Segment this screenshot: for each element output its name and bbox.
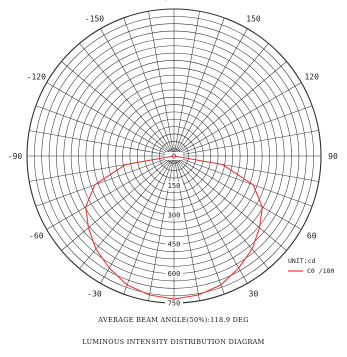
grid-spoke: [173, 155, 287, 251]
grid-spoke: [173, 11, 200, 157]
grid-spoke: [173, 61, 287, 157]
grid-spoke: [173, 155, 248, 284]
grid-spoke: [173, 155, 313, 207]
grid-spoke: [123, 17, 175, 157]
beam-angle-caption: AVERAGE BEAM ANGLE(50%):118.9 DEG: [98, 316, 249, 324]
legend: UNIT:cd C0 /180: [288, 257, 334, 275]
angle-tick-label: 150: [246, 14, 261, 23]
grid-spoke: [46, 155, 175, 230]
grid-spoke: [46, 82, 175, 157]
radial-tick-label: 150: [168, 182, 181, 190]
angle-tick-label: -60: [29, 232, 44, 241]
grid-spoke: [173, 155, 200, 301]
grid-spoke: [173, 28, 248, 157]
angle-tick-label: -30: [87, 290, 102, 299]
angle-tick-label: -150: [85, 14, 104, 23]
grid-spoke: [61, 61, 175, 157]
grid-spoke: [79, 43, 175, 157]
ring-label-bg: [165, 299, 183, 307]
grid-spoke: [173, 82, 302, 157]
grid-spoke: [173, 17, 225, 157]
angle-labels: -/+180 150 120 90 60 30 -30 -60 -90 -120 -150: [8, 0, 338, 299]
legend-series-name: C0 /180: [307, 267, 334, 275]
angle-tick-label: -/+180: [160, 0, 189, 2]
angle-tick-label: 30: [249, 290, 259, 299]
legend-unit-label: UNIT:cd: [288, 257, 315, 265]
angle-tick-label: -120: [27, 73, 46, 82]
grid-spoke: [29, 130, 175, 157]
angle-tick-label: 120: [304, 73, 319, 82]
angle-tick-label: 90: [328, 152, 338, 161]
grid-spoke: [123, 155, 175, 295]
radial-tick-label: 450: [168, 241, 181, 249]
ring-label-bg: [165, 269, 183, 278]
grid-spoke: [100, 28, 175, 157]
grid-spoke: [100, 155, 175, 284]
polar-grid: [26, 8, 322, 304]
chart-title: LUMINOUS INTENSITY DISTRIBUTION DIAGRAM: [82, 338, 265, 346]
ring-label-bg: [165, 240, 183, 249]
series-layer: [85, 155, 263, 300]
ring-label-bg: [165, 210, 183, 219]
grid-spoke: [148, 11, 175, 157]
grid-spoke: [173, 155, 269, 269]
angle-tick-label: 60: [307, 232, 317, 241]
grid-spoke: [173, 105, 313, 157]
radial-tick-label: 300: [168, 211, 181, 219]
radial-tick-label: 600: [168, 270, 181, 278]
ring-label-bg: [165, 181, 183, 190]
grid-spoke: [173, 43, 269, 157]
grid-spoke: [35, 105, 175, 157]
angle-tick-label: -90: [8, 152, 23, 161]
radial-tick-label: 750: [168, 300, 181, 308]
grid-spoke: [148, 155, 175, 301]
grid-spoke: [173, 155, 225, 295]
grid-spoke: [173, 130, 319, 157]
grid-spoke: [61, 155, 175, 251]
grid-spoke: [35, 155, 175, 207]
grid-spoke: [79, 155, 175, 269]
grid-spoke: [173, 155, 302, 230]
series-curve-0: [85, 155, 263, 300]
